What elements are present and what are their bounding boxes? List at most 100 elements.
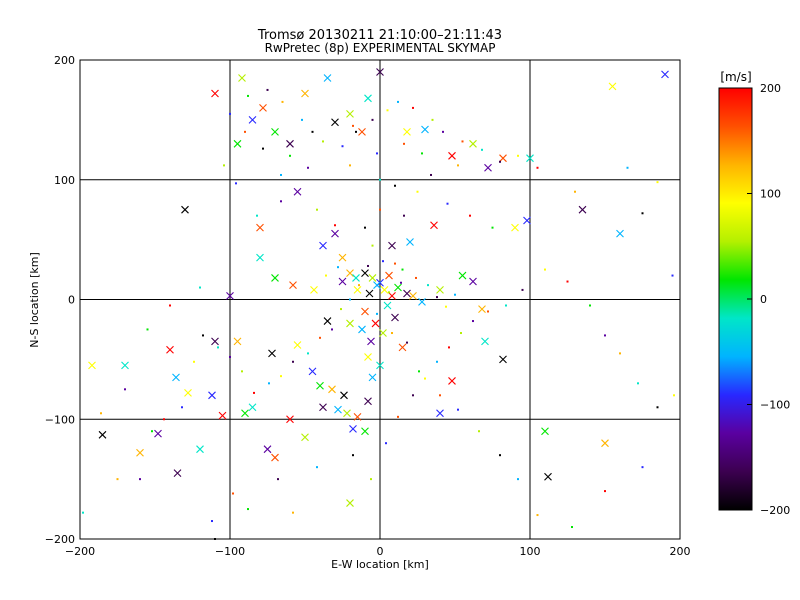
data-point-x	[409, 292, 417, 300]
data-point-dot	[403, 214, 405, 217]
data-point-x	[98, 430, 107, 439]
data-point-dot	[461, 140, 464, 143]
data-point-x	[361, 427, 369, 436]
data-point-x	[301, 89, 309, 98]
data-point-x	[323, 74, 332, 82]
data-point-x	[241, 409, 249, 418]
data-point-x	[319, 403, 327, 412]
data-point-dot	[427, 284, 429, 287]
data-point-x	[259, 104, 267, 112]
data-point-dot	[370, 478, 372, 481]
data-point-x	[394, 283, 402, 292]
data-point-x	[376, 361, 384, 370]
data-point-dot	[478, 430, 480, 433]
data-point-x	[211, 89, 219, 98]
data-point-x	[263, 445, 272, 454]
data-point-x	[376, 68, 384, 76]
data-point-dot	[439, 394, 441, 397]
data-point-dot	[517, 154, 519, 157]
colorbar: [m/s] 200 100 0 −100 −200	[718, 70, 790, 517]
data-point-x	[181, 205, 189, 214]
colorbar-tick-label: 100	[760, 188, 781, 201]
data-point-x	[406, 238, 414, 246]
data-point-x	[458, 271, 467, 280]
data-point-x	[430, 221, 438, 230]
data-point-x	[136, 448, 144, 457]
data-point-x	[248, 115, 257, 124]
data-point-x	[373, 281, 381, 290]
data-point-x	[88, 361, 96, 370]
data-point-dot	[319, 336, 321, 339]
data-point-dot	[446, 202, 449, 205]
data-point-x	[340, 391, 348, 400]
data-point-dot	[229, 112, 231, 115]
data-point-dot	[367, 264, 369, 267]
data-point-x	[271, 453, 279, 462]
data-point-x	[484, 163, 492, 172]
data-point-dot	[211, 520, 213, 523]
data-point-x	[338, 253, 347, 262]
data-point-dot	[457, 164, 459, 167]
data-point-dot	[442, 130, 444, 133]
y-tick-label: 200	[54, 54, 75, 67]
y-tick-label: 100	[54, 174, 75, 187]
data-point-x	[301, 433, 309, 442]
data-point-dot	[424, 377, 426, 380]
data-point-x	[268, 349, 276, 358]
data-point-dot	[371, 244, 374, 247]
data-point-x	[331, 118, 339, 127]
data-point-x	[499, 355, 507, 364]
x-tick-label: 0	[377, 545, 384, 558]
data-point-dot	[334, 224, 336, 227]
data-point-x	[346, 319, 354, 328]
data-point-dot	[277, 478, 279, 481]
data-point-dot	[307, 166, 309, 169]
data-point-dot	[574, 190, 576, 193]
data-point-dot	[412, 106, 414, 109]
x-tick-label: −100	[215, 545, 245, 558]
data-point-x	[421, 125, 429, 134]
data-point-dot	[316, 466, 318, 469]
data-point-dot	[416, 190, 419, 193]
data-point-x	[544, 472, 552, 481]
data-point-x	[166, 345, 174, 354]
data-point-dot	[385, 442, 387, 445]
data-point-x	[526, 154, 534, 163]
data-point-dot	[247, 508, 249, 511]
data-point-dot	[223, 164, 225, 167]
data-point-dot	[116, 478, 119, 481]
data-point-dot	[431, 118, 434, 121]
data-point-dot	[505, 304, 507, 307]
data-point-dot	[364, 226, 366, 229]
data-point-x	[226, 292, 234, 300]
data-point-dot	[436, 360, 438, 363]
data-point-x	[233, 337, 242, 346]
data-point-x	[469, 277, 477, 286]
data-point-x	[511, 223, 519, 232]
data-point-x	[403, 127, 411, 136]
data-point-dot	[436, 296, 438, 299]
data-point-x	[293, 187, 302, 196]
data-point-x	[578, 205, 587, 214]
data-point-dot	[124, 388, 126, 391]
data-point-x	[289, 281, 297, 290]
data-point-x	[271, 274, 279, 282]
data-point-dot	[352, 454, 354, 457]
data-point-dot	[247, 94, 249, 97]
data-point-x	[319, 241, 327, 250]
data-point-x	[478, 305, 486, 313]
data-point-dot	[626, 166, 629, 169]
colorbar-tick-label: −200	[760, 504, 790, 517]
data-point-x	[379, 329, 387, 337]
data-point-dot	[301, 118, 303, 121]
data-point-x	[173, 469, 182, 478]
data-point-dot	[536, 166, 539, 169]
data-point-dot	[352, 124, 354, 127]
data-point-x	[364, 353, 372, 361]
data-point-x	[334, 405, 342, 414]
data-point-x	[418, 298, 426, 306]
data-point-x	[338, 277, 347, 286]
data-point-dot	[232, 492, 234, 495]
data-point-x	[367, 337, 375, 346]
data-point-dot	[371, 118, 374, 121]
